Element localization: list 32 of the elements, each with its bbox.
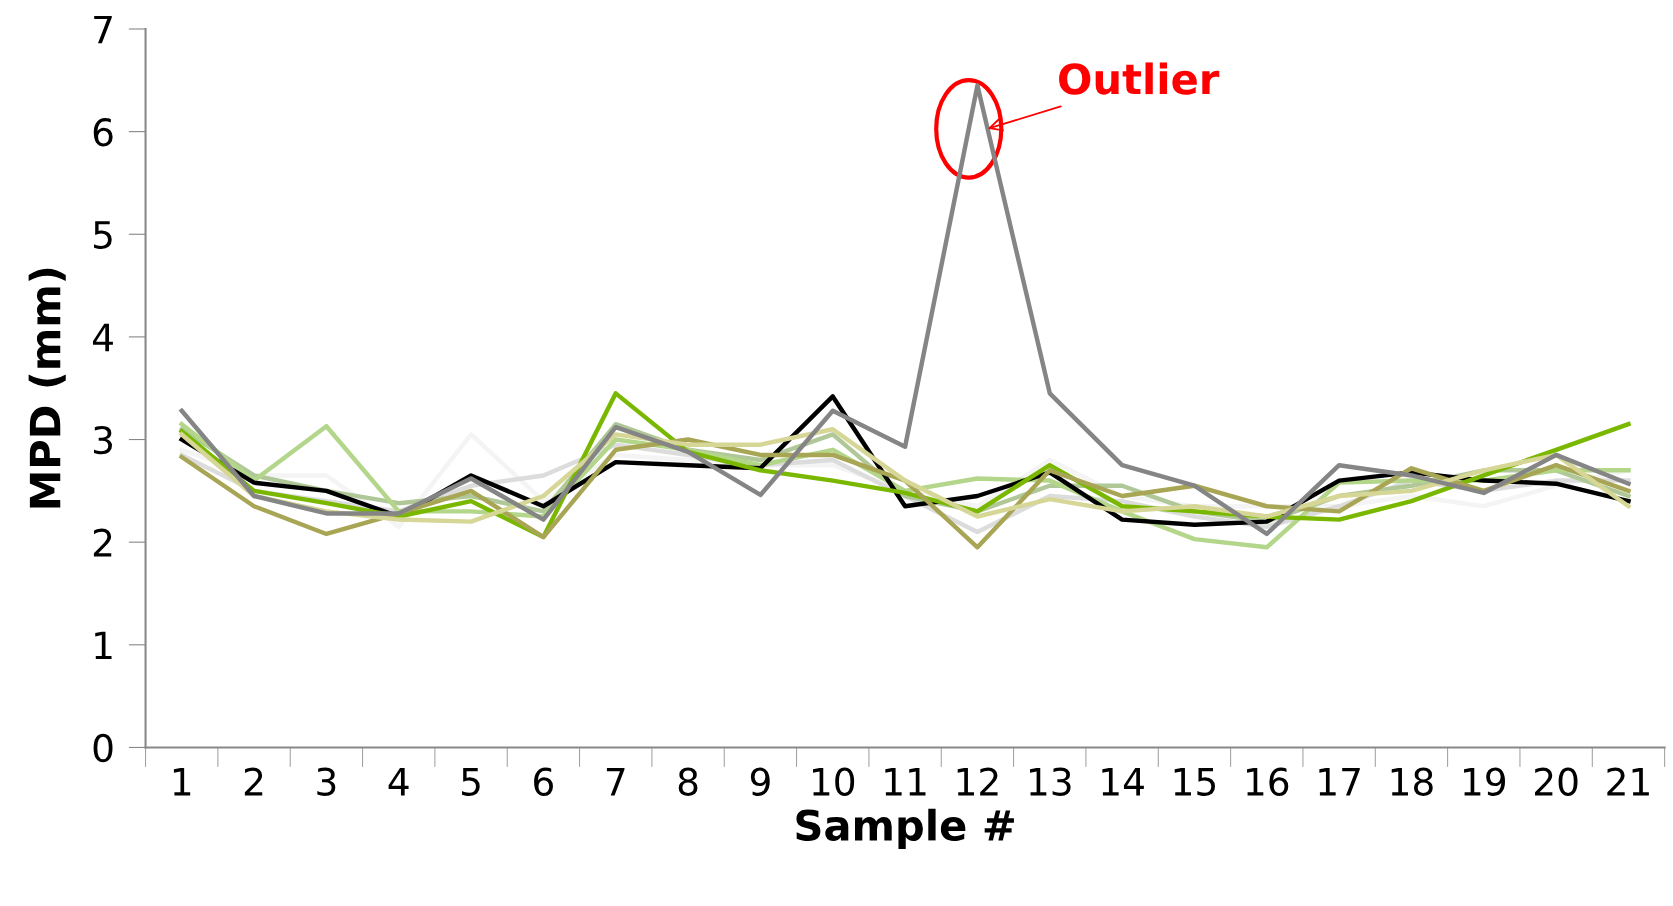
x-tick-label: 4 [388, 768, 409, 796]
y-tick-label: 6 [93, 118, 113, 147]
x-tick-label: 10 [813, 767, 855, 796]
x-tick-label: 14 [1102, 768, 1144, 796]
x-tick-label: 3 [317, 767, 336, 796]
annotation: Outlier [1059, 62, 1220, 95]
x-tick-label: 13 [1030, 767, 1071, 796]
y-tick-label: 3 [94, 425, 112, 455]
x-tick-label: 8 [678, 767, 698, 796]
x-tick-label: 5 [462, 768, 480, 796]
x-tick-label: 11 [885, 768, 926, 796]
x-tick-label: 17 [1319, 768, 1360, 796]
x-tick-label: 9 [750, 767, 770, 796]
y-axis-title: MPD (mm) [28, 268, 66, 508]
x-tick-label: 7 [606, 768, 625, 796]
x-tick-label: 16 [1247, 767, 1289, 796]
x-tick-label: 1 [173, 768, 191, 796]
x-tick-label: 21 [1607, 767, 1649, 796]
y-tick-label: 1 [95, 631, 112, 660]
y-tick-label: 4 [92, 323, 113, 352]
y-tick-label: 5 [94, 221, 112, 250]
x-tick-label: 19 [1464, 767, 1506, 796]
x-tick-label: 20 [1535, 767, 1578, 796]
y-tick-label: 2 [93, 528, 112, 557]
x-tick-label: 2 [244, 767, 263, 796]
x-axis-title: Sample # [796, 808, 1014, 850]
y-tick-label: 0 [93, 733, 113, 763]
x-tick-label: 18 [1391, 767, 1433, 796]
x-tick-label: 6 [534, 767, 553, 796]
x-tick-label: 15 [1174, 768, 1216, 796]
x-tick-label: 12 [957, 767, 998, 796]
y-tick-label: 7 [94, 15, 112, 44]
